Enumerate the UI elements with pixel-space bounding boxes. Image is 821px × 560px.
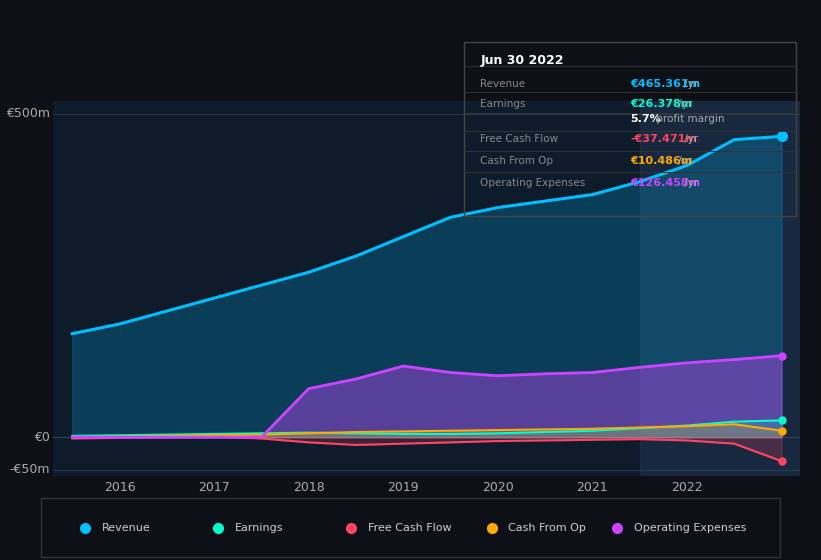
Text: Jun 30 2022: Jun 30 2022 — [480, 54, 564, 67]
Text: Earnings: Earnings — [480, 99, 526, 109]
Text: 5.7%: 5.7% — [631, 114, 661, 124]
Text: €126.458m: €126.458m — [631, 178, 700, 188]
Text: Operating Expenses: Operating Expenses — [634, 523, 746, 533]
Text: /yr: /yr — [681, 78, 698, 88]
Text: €10.486m: €10.486m — [631, 156, 692, 166]
Text: €26.378m: €26.378m — [631, 99, 692, 109]
Text: Earnings: Earnings — [235, 523, 283, 533]
Text: Revenue: Revenue — [102, 523, 150, 533]
Text: €500m: €500m — [6, 107, 49, 120]
Text: profit margin: profit margin — [653, 114, 724, 124]
Text: Cash From Op: Cash From Op — [508, 523, 586, 533]
Bar — [640, 101, 800, 476]
Text: /yr: /yr — [676, 99, 693, 109]
Text: /yr: /yr — [681, 134, 698, 144]
Text: -€37.471m: -€37.471m — [631, 134, 697, 144]
Text: Free Cash Flow: Free Cash Flow — [480, 134, 558, 144]
Text: /yr: /yr — [681, 178, 698, 188]
Text: Operating Expenses: Operating Expenses — [480, 178, 585, 188]
Text: Revenue: Revenue — [480, 78, 525, 88]
Text: Cash From Op: Cash From Op — [480, 156, 553, 166]
Text: €465.361m: €465.361m — [631, 78, 700, 88]
Text: -€50m: -€50m — [9, 463, 49, 476]
Text: /yr: /yr — [676, 156, 693, 166]
Text: Free Cash Flow: Free Cash Flow — [368, 523, 452, 533]
Text: €0: €0 — [34, 431, 49, 444]
